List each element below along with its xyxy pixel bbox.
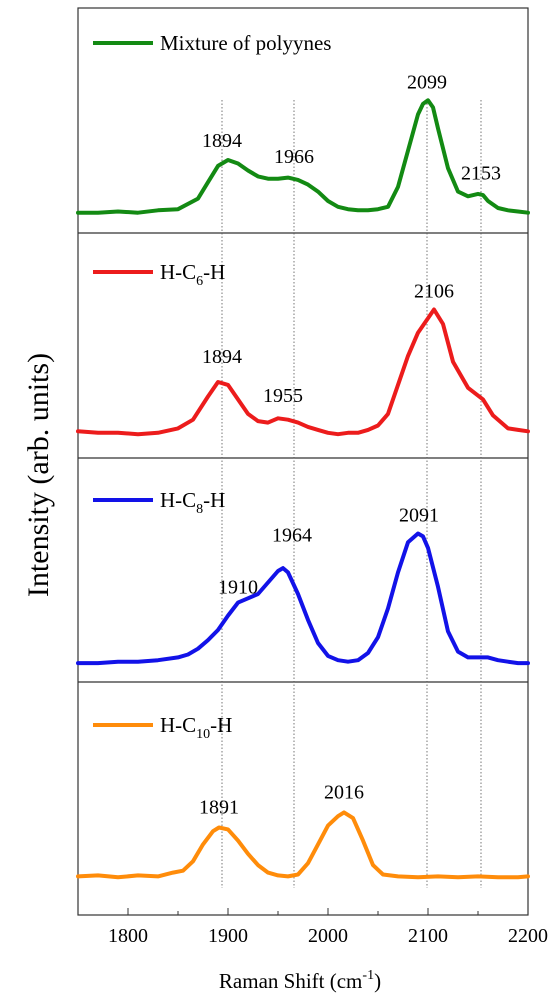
peak-labels: 1894 1966 2099 2153 1894 1955 2106 1910 1964 2091…: [199, 71, 501, 818]
legends: Mixture of polyynes H-C6-H H-C8-H H-C10-H: [93, 31, 331, 742]
plot-frame: [77, 7, 529, 916]
peak-label: 1955: [263, 385, 303, 407]
x-axis-label-sup: -1: [362, 968, 374, 983]
x-axis-label: Raman Shift (cm-1): [219, 968, 381, 993]
legend-label: H-C8-H: [160, 488, 225, 517]
series-line: [76, 307, 530, 437]
peak-label: 2153: [461, 163, 501, 185]
legend-label: H-C6-H: [160, 260, 225, 289]
x-axis-label-main: Raman Shift (cm: [219, 969, 362, 993]
peak-label: 1966: [274, 146, 314, 168]
peak-label: 1891: [199, 797, 239, 819]
legend-label: H-C10-H: [160, 713, 232, 742]
x-axis: 1800 1900 2000 2100 2200: [77, 908, 548, 947]
x-tick-label: 2100: [408, 925, 448, 947]
peak-label: 2016: [324, 782, 364, 804]
peak-label: 1894: [202, 346, 242, 368]
series-line: [76, 98, 530, 215]
series-line: [76, 810, 530, 880]
reference-lines: [221, 100, 482, 888]
peak-label: 1964: [272, 525, 312, 547]
x-tick-label: 1800: [108, 925, 148, 947]
spectra-curves: [76, 98, 530, 880]
series-line: [76, 531, 530, 666]
peak-label: 2106: [414, 281, 454, 303]
peak-label: 2099: [407, 71, 447, 93]
peak-label: 1910: [218, 577, 258, 599]
x-tick-label: 1900: [208, 925, 248, 947]
peak-label: 2091: [399, 505, 439, 527]
legend-label: Mixture of polyynes: [160, 31, 331, 55]
x-tick-label: 2200: [508, 925, 548, 947]
x-tick-label: 2000: [308, 925, 348, 947]
peak-label: 1894: [202, 130, 242, 152]
x-axis-label-end: ): [374, 969, 381, 993]
y-axis-label: Intensity (arb. units): [22, 353, 55, 597]
plot-border: [77, 7, 529, 916]
